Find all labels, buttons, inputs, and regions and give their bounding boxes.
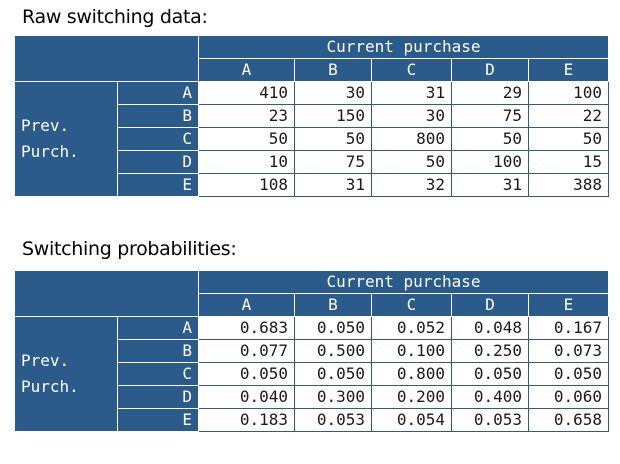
column-group-label: Current purchase	[198, 35, 609, 59]
raw-switching-table: Current purchase A B C D E Prev. Purch. A…	[14, 35, 609, 197]
table-cell: 23	[198, 104, 295, 128]
table-cell: 0.800	[371, 362, 452, 386]
corner-cell	[14, 35, 199, 82]
table-cell: 0.060	[528, 385, 609, 409]
table-cell: 0.050	[294, 316, 372, 340]
table-cell: 0.077	[198, 339, 295, 363]
table-cell: 50	[528, 127, 609, 151]
table-cell: 30	[371, 104, 452, 128]
table-cell: 75	[451, 104, 529, 128]
table-cell: 31	[451, 173, 529, 197]
table-cell: 22	[528, 104, 609, 128]
column-header: E	[528, 293, 609, 317]
table-cell: 388	[528, 173, 609, 197]
column-header: B	[294, 58, 372, 82]
row-header: E	[117, 173, 199, 197]
table-cell: 30	[294, 81, 372, 105]
raw-data-heading: Raw switching data:	[22, 6, 208, 28]
table-cell: 15	[528, 150, 609, 174]
table-cell: 100	[528, 81, 609, 105]
table-cell: 0.053	[451, 408, 529, 432]
row-header: C	[117, 362, 199, 386]
table-cell: 29	[451, 81, 529, 105]
table-cell: 0.167	[528, 316, 609, 340]
table-cell: 50	[451, 127, 529, 151]
table-cell: 0.040	[198, 385, 295, 409]
table-cell: 150	[294, 104, 372, 128]
table-cell: 0.053	[294, 408, 372, 432]
column-header: E	[528, 58, 609, 82]
table-cell: 0.250	[451, 339, 529, 363]
row-header: C	[117, 127, 199, 151]
row-header: E	[117, 408, 199, 432]
table-cell: 800	[371, 127, 452, 151]
row-header: D	[117, 385, 199, 409]
table-cell: 0.300	[294, 385, 372, 409]
table-cell: 0.500	[294, 339, 372, 363]
table-cell: 0.054	[371, 408, 452, 432]
probabilities-heading: Switching probabilities:	[22, 238, 237, 260]
column-header: A	[198, 293, 295, 317]
table-cell: 50	[371, 150, 452, 174]
row-header: D	[117, 150, 199, 174]
table-cell: 32	[371, 173, 452, 197]
table-cell: 0.200	[371, 385, 452, 409]
column-header: A	[198, 58, 295, 82]
table-cell: 0.100	[371, 339, 452, 363]
table-cell: 100	[451, 150, 529, 174]
column-header: D	[451, 293, 529, 317]
table-cell: 31	[371, 81, 452, 105]
column-header: C	[371, 293, 452, 317]
table-cell: 410	[198, 81, 295, 105]
row-header: A	[117, 81, 199, 105]
table-cell: 0.050	[198, 362, 295, 386]
table-cell: 0.183	[198, 408, 295, 432]
table-cell: 0.050	[294, 362, 372, 386]
column-group-label: Current purchase	[198, 270, 609, 294]
table-cell: 108	[198, 173, 295, 197]
table-cell: 31	[294, 173, 372, 197]
table-cell: 0.658	[528, 408, 609, 432]
column-header: B	[294, 293, 372, 317]
column-header: C	[371, 58, 452, 82]
table-cell: 0.073	[528, 339, 609, 363]
row-header: A	[117, 316, 199, 340]
switching-probabilities-table: Current purchase A B C D E Prev. Purch. A…	[14, 270, 609, 432]
table-cell: 0.050	[528, 362, 609, 386]
row-header: B	[117, 104, 199, 128]
row-header: B	[117, 339, 199, 363]
table-cell: 75	[294, 150, 372, 174]
table-cell: 50	[294, 127, 372, 151]
table-cell: 0.050	[451, 362, 529, 386]
table-cell: 50	[198, 127, 295, 151]
table-cell: 0.683	[198, 316, 295, 340]
table-cell: 0.400	[451, 385, 529, 409]
table-cell: 10	[198, 150, 295, 174]
row-group-label: Prev. Purch.	[14, 81, 118, 197]
column-header: D	[451, 58, 529, 82]
row-group-label: Prev. Purch.	[14, 316, 118, 432]
table-cell: 0.052	[371, 316, 452, 340]
corner-cell	[14, 270, 199, 317]
table-cell: 0.048	[451, 316, 529, 340]
